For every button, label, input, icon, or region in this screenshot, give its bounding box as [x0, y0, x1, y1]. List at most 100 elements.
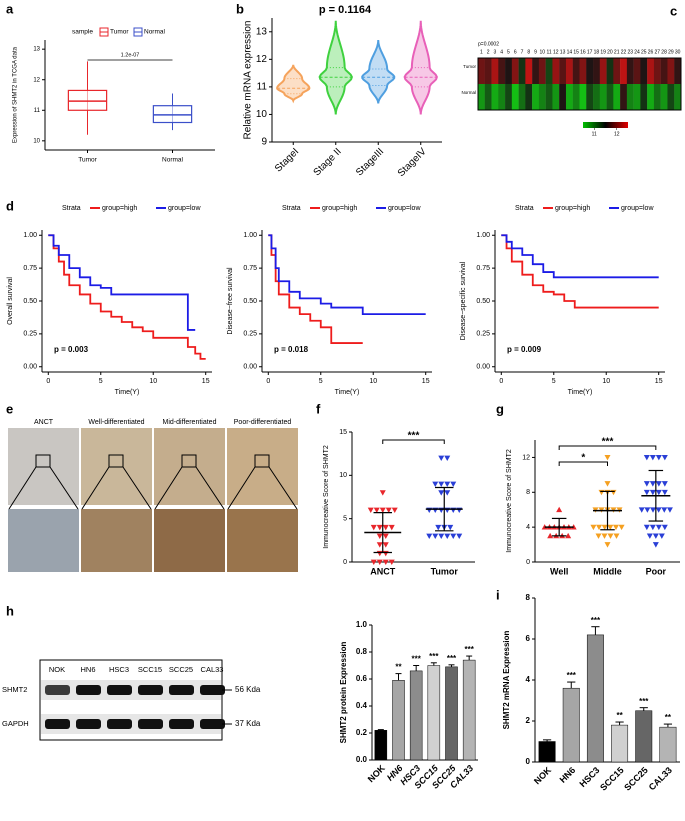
heat-cell: [653, 84, 661, 110]
heat-cell: [613, 58, 621, 84]
band-size: 56 Kda: [235, 685, 261, 694]
y-tick-label: 9: [261, 137, 267, 148]
column-label: 13: [560, 49, 566, 55]
heat-cell: [613, 84, 621, 110]
heat-cell: [525, 58, 533, 84]
heat-cell: [484, 58, 492, 84]
y-tick-label: 0.75: [243, 265, 257, 272]
x-tick-label: 0: [266, 378, 270, 385]
dot: [607, 524, 614, 531]
survival-curve: [48, 234, 206, 360]
dot: [447, 524, 454, 531]
dot: [432, 533, 439, 539]
column-label: 14: [567, 49, 573, 55]
dot: [444, 455, 451, 461]
y-tick-label: 0.00: [23, 364, 37, 371]
heat-cell: [484, 84, 492, 110]
zoom-line: [227, 466, 256, 510]
heat-cell: [606, 84, 614, 110]
dot: [432, 481, 439, 487]
dot: [444, 481, 451, 487]
heatmap-frame: [477, 57, 682, 111]
dot: [649, 489, 656, 496]
dot: [547, 532, 554, 539]
panel-label: c: [670, 3, 677, 18]
heat-cell: [579, 58, 587, 84]
row-label: Tumor: [463, 64, 476, 69]
y-axis-label: SHMT2 protein Expression: [339, 641, 348, 743]
y-tick-label: 0: [526, 757, 531, 766]
zoom-box: [35, 454, 51, 468]
panel-label: e: [6, 401, 13, 416]
dot: [376, 542, 383, 548]
dot: [661, 481, 668, 487]
tissue-image: [227, 509, 298, 572]
column-label: 4: [500, 49, 503, 55]
bracket: [558, 461, 608, 466]
dot: [370, 524, 377, 531]
dot: [666, 507, 673, 513]
panel-label: g: [496, 401, 504, 416]
dot: [612, 524, 619, 531]
blot-band: [107, 685, 132, 695]
bar: [409, 670, 423, 761]
dot: [655, 481, 662, 487]
dot: [652, 542, 659, 548]
x-tick-label: 0: [499, 378, 503, 385]
heat-cell: [647, 58, 655, 84]
dot: [604, 455, 611, 461]
blot-band: [76, 719, 101, 729]
column-label: 1: [480, 49, 483, 55]
dot: [643, 524, 650, 531]
annotation: p = 0.009: [507, 345, 542, 354]
heat-cell: [478, 58, 485, 84]
heat-cell: [511, 58, 519, 84]
dot: [373, 507, 380, 513]
y-tick-label: 1.00: [476, 232, 490, 239]
zoom-line: [122, 466, 152, 510]
bar: [392, 680, 405, 761]
violin: [361, 40, 396, 104]
dot: [379, 507, 386, 513]
heat-cell: [518, 84, 526, 110]
dot: [655, 507, 662, 513]
annotation: *: [581, 453, 585, 464]
heat-cell: [593, 58, 600, 84]
survival-curve: [48, 234, 196, 331]
heat-cell: [674, 84, 682, 110]
dot: [444, 490, 451, 496]
dot: [601, 524, 608, 531]
dot: [438, 481, 445, 487]
y-axis-label: Expression of SHMT2 in TCGA data: [13, 46, 19, 143]
y-tick-label: 0.00: [476, 364, 490, 371]
dot: [391, 507, 398, 513]
dot: [444, 533, 451, 539]
dot: [607, 533, 614, 539]
y-axis-label: Immunocreative Score of SHMT2: [323, 445, 330, 549]
dot: [661, 524, 668, 531]
dot: [456, 533, 463, 539]
dot: [596, 524, 603, 531]
x-tick-label: 10: [602, 378, 610, 385]
column-label: 15: [573, 49, 579, 55]
image-label: Poor-differentiated: [234, 419, 292, 426]
y-tick-label: 0.2: [356, 728, 368, 737]
legend-title: Strata: [62, 205, 81, 212]
dot: [652, 533, 659, 539]
annotation: p = 0.018: [274, 345, 309, 354]
dot: [655, 489, 662, 496]
dot: [438, 533, 445, 539]
legend-label: group=low: [621, 205, 654, 212]
lane-label: HN6: [80, 665, 95, 674]
panel-label: i: [496, 587, 500, 602]
column-label: 18: [594, 49, 600, 55]
y-tick-label: 0.25: [23, 331, 37, 338]
annotation: ***: [464, 645, 474, 654]
x-tick-label: Tumor: [78, 157, 97, 164]
annotation: ***: [567, 671, 577, 680]
dot: [379, 490, 386, 496]
zoom-line: [154, 466, 183, 510]
zoom-box: [108, 454, 124, 468]
y-axis-label: Disease−specific survival: [460, 261, 467, 340]
